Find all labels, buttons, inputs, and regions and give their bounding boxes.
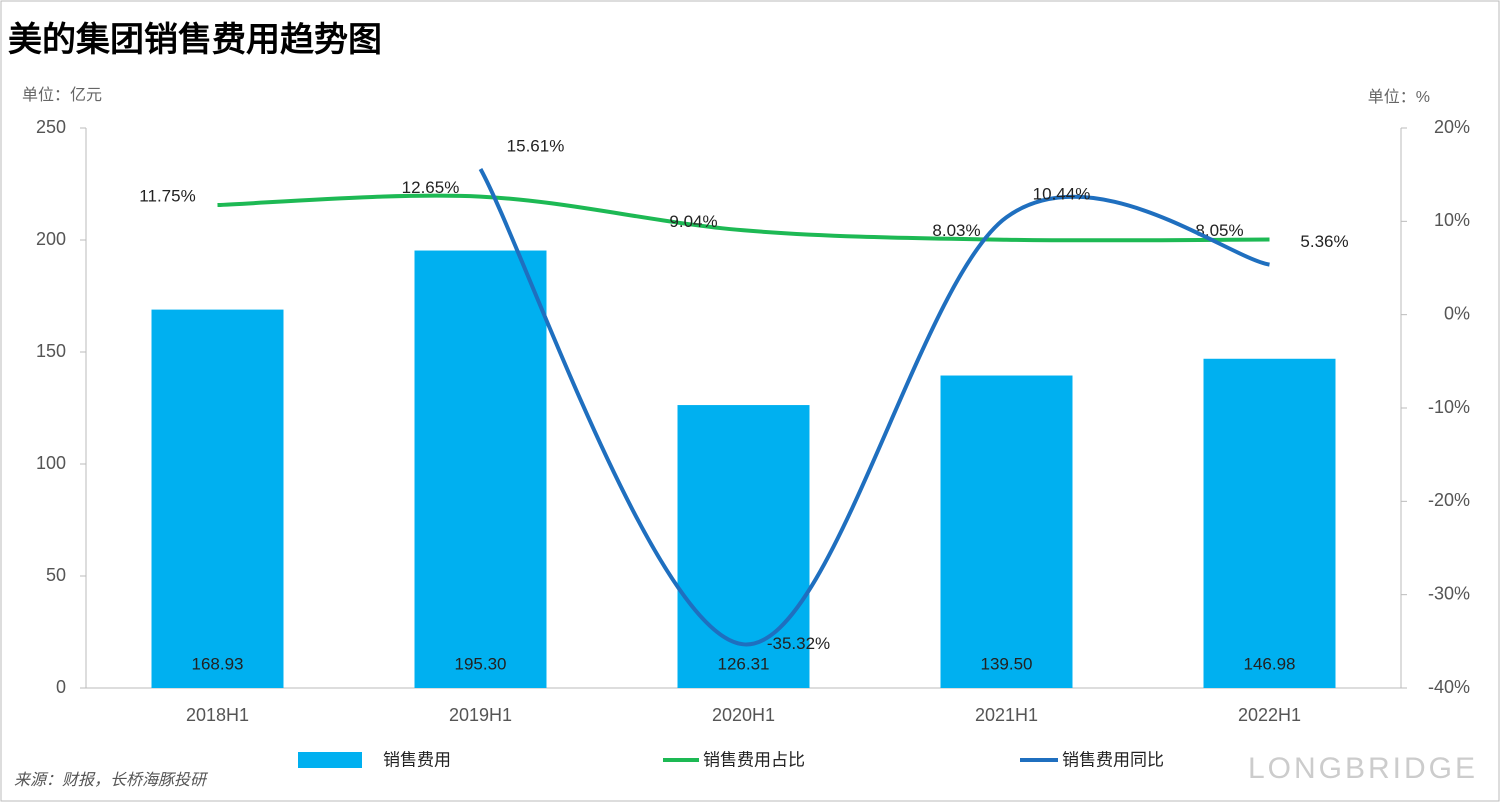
bar xyxy=(151,309,284,688)
y2-tick-label: -10% xyxy=(1428,397,1470,417)
legend-label: 销售费用占比 xyxy=(703,750,805,769)
x-tick-label: 2021H1 xyxy=(975,705,1038,725)
y2-tick-label: 10% xyxy=(1434,210,1470,230)
source: 来源：财报，长桥海豚投研 xyxy=(14,771,209,789)
x-tick-label: 2019H1 xyxy=(449,705,512,725)
x-tick-label: 2018H1 xyxy=(186,705,249,725)
watermark: LONGBRIDGE xyxy=(1248,752,1478,785)
y-tick-label: 150 xyxy=(36,341,66,361)
line-label: 5.36% xyxy=(1300,232,1348,251)
line-label: 9.04% xyxy=(669,212,717,231)
legend-label: 销售费用 xyxy=(383,750,451,769)
y-tick-label: 0 xyxy=(56,677,66,697)
chart-title: 美的集团销售费用趋势图 xyxy=(8,21,382,59)
bar-label: 126.31 xyxy=(718,654,770,673)
line-label: 8.05% xyxy=(1195,221,1243,240)
y2-tick-label: 20% xyxy=(1434,117,1470,137)
bar xyxy=(677,405,810,688)
bar-label: 139.50 xyxy=(981,654,1033,673)
line-label: 8.03% xyxy=(932,221,980,240)
y-tick-label: 50 xyxy=(46,565,66,585)
bar-label: 168.93 xyxy=(192,654,244,673)
y2-tick-label: -20% xyxy=(1428,490,1470,510)
bar xyxy=(1203,358,1336,688)
y-tick-label: 200 xyxy=(36,229,66,249)
bar xyxy=(940,375,1073,688)
line-label: 12.65% xyxy=(402,178,460,197)
line xyxy=(478,168,1270,647)
y-tick-label: 250 xyxy=(36,117,66,137)
y2-tick-label: -30% xyxy=(1428,583,1470,603)
y2-unit: 单位：% xyxy=(1368,88,1430,106)
y-tick-label: 100 xyxy=(36,453,66,473)
legend-swatch xyxy=(298,752,362,768)
line-label: 15.61% xyxy=(507,136,565,155)
bar-label: 195.30 xyxy=(455,654,507,673)
y2-tick-label: 0% xyxy=(1444,303,1470,323)
line-label: -35.32% xyxy=(767,634,830,653)
line-label: 11.75% xyxy=(139,186,195,205)
line-label: 10.44% xyxy=(1033,185,1091,204)
line xyxy=(217,193,1270,243)
x-tick-label: 2020H1 xyxy=(712,705,775,725)
y2-tick-label: -40% xyxy=(1428,677,1470,697)
y-unit: 单位：亿元 xyxy=(22,86,102,104)
legend-label: 销售费用同比 xyxy=(1062,750,1164,769)
x-tick-label: 2022H1 xyxy=(1238,705,1301,725)
bar xyxy=(414,250,547,688)
bar-label: 146.98 xyxy=(1244,654,1296,673)
